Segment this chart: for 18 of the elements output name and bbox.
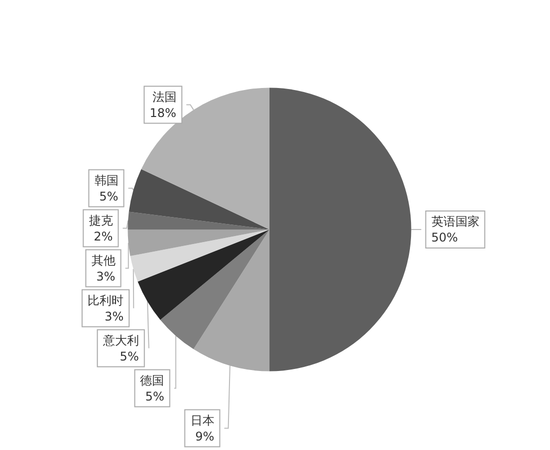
data-label: 2% — [94, 229, 113, 244]
slice-label: 比利时 — [88, 293, 124, 308]
data-label: 5% — [99, 189, 118, 204]
slice-label: 德国 — [140, 373, 164, 388]
slice-label: 韩国 — [94, 173, 118, 188]
data-label: 50% — [431, 230, 458, 244]
data-label: 5% — [120, 349, 139, 364]
slice-label: 法国 — [152, 90, 176, 104]
slice-label: 其他 — [91, 253, 116, 268]
data-label: 5% — [145, 389, 164, 404]
slice-label: 日本 — [190, 413, 214, 428]
slice-label: 捷克 — [88, 213, 113, 228]
data-label: 9% — [195, 429, 214, 444]
data-label: 18% — [150, 106, 176, 120]
data-label: 3% — [96, 269, 116, 284]
data-label: 3% — [104, 309, 124, 324]
slice-label: 英语国家 — [431, 214, 480, 228]
slice-label: 意大利 — [102, 333, 139, 348]
